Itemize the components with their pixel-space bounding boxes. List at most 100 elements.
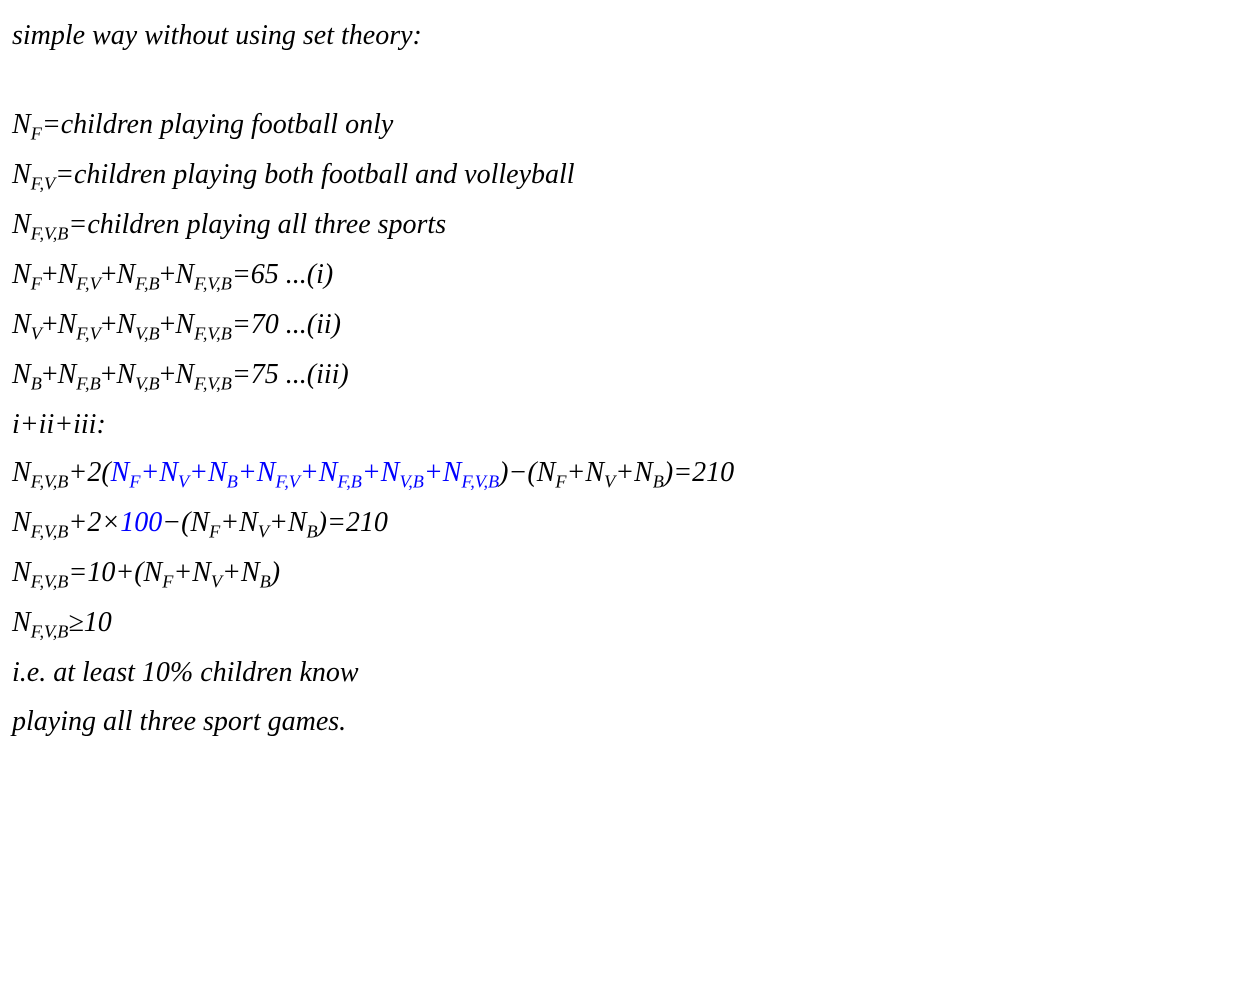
- equation-ii: NV+NF,V+NV,B+NF,V,B=70 ...(ii): [12, 305, 1232, 347]
- term: )−(N: [499, 457, 555, 488]
- op: +2(: [68, 457, 110, 488]
- sub: F,V: [76, 323, 100, 343]
- sub: B: [307, 522, 318, 542]
- sub: F: [31, 273, 42, 293]
- sub: F,V,B: [31, 572, 69, 592]
- blank-line: [12, 65, 1232, 97]
- blue-100: 100: [120, 507, 162, 538]
- sub-f: F: [31, 123, 42, 143]
- def-text: =children playing football only: [42, 109, 393, 140]
- sum-label: i+ii+iii:: [12, 405, 1232, 446]
- def-text: =children playing both football and voll…: [55, 159, 574, 190]
- equation-iii: NB+NF,B+NV,B+NF,V,B=75 ...(iii): [12, 355, 1232, 397]
- sub: F,V,B: [31, 472, 69, 492]
- term: −(N: [162, 507, 209, 538]
- sub-fv: F,V: [31, 173, 55, 193]
- term: N: [117, 359, 136, 390]
- sub: V,B: [135, 373, 159, 393]
- sub: V: [604, 472, 615, 492]
- term: +N: [567, 457, 605, 488]
- term: N: [175, 309, 194, 340]
- var-n: N: [12, 159, 31, 190]
- term: +N: [220, 507, 258, 538]
- term: +N: [173, 557, 211, 588]
- term: N: [117, 309, 136, 340]
- plus: +: [42, 359, 58, 390]
- def-text: =children playing all three sports: [68, 209, 446, 240]
- term: +N: [424, 457, 462, 488]
- term: N: [117, 259, 136, 290]
- sub: F,B: [337, 472, 361, 492]
- term: N: [111, 457, 130, 488]
- term: +N: [362, 457, 400, 488]
- term: +N: [615, 457, 653, 488]
- conclusion-2: playing all three sport games.: [12, 702, 1232, 743]
- sub: B: [31, 373, 42, 393]
- inequality: NF,V,B≥10: [12, 603, 1232, 645]
- sub: V,B: [399, 472, 423, 492]
- equation-simplify-1: NF,V,B+2×100−(NF+NV+NB)=210: [12, 503, 1232, 545]
- plus: +: [101, 309, 117, 340]
- plus: +: [160, 359, 176, 390]
- plus: +: [160, 259, 176, 290]
- sub: F,V,B: [31, 522, 69, 542]
- sub: F,V: [76, 273, 100, 293]
- sub: B: [260, 572, 271, 592]
- geq: ≥10: [68, 607, 111, 638]
- equation-i: NF+NF,V+NF,B+NF,V,B=65 ...(i): [12, 255, 1232, 297]
- term: N: [12, 607, 31, 638]
- sub: F,V,B: [194, 273, 232, 293]
- term: +N: [238, 457, 276, 488]
- term: N: [12, 359, 31, 390]
- term: +N: [222, 557, 260, 588]
- sub-fvb: F,V,B: [31, 223, 69, 243]
- equation-simplify-2: NF,V,B=10+(NF+NV+NB): [12, 553, 1232, 595]
- equation-sum: NF,V,B+2(NF+NV+NB+NF,V+NF,B+NV,B+NF,V,B)…: [12, 453, 1232, 495]
- eq-val: =70 ...(ii): [232, 309, 341, 340]
- sub: F,B: [76, 373, 100, 393]
- term: +N: [300, 457, 338, 488]
- term: N: [175, 259, 194, 290]
- term: +N: [189, 457, 227, 488]
- sub: F: [162, 572, 173, 592]
- sub: F: [209, 522, 220, 542]
- eq-val: =75 ...(iii): [232, 359, 349, 390]
- sub: V: [31, 323, 42, 343]
- term: N: [12, 457, 31, 488]
- plus: +: [160, 309, 176, 340]
- sub: F,V,B: [31, 622, 69, 642]
- blue-group: NF+NV+NB+NF,V+NF,B+NV,B+NF,V,B: [111, 457, 500, 488]
- term: N: [58, 359, 77, 390]
- term: =10+(N: [68, 557, 162, 588]
- sub: F,V,B: [461, 472, 499, 492]
- eq-val: )=210: [318, 507, 388, 538]
- term: N: [12, 507, 31, 538]
- plus: +: [101, 359, 117, 390]
- sub: V,B: [135, 323, 159, 343]
- sub: V: [258, 522, 269, 542]
- sub: F,V,B: [194, 373, 232, 393]
- var-n: N: [12, 209, 31, 240]
- sub: F,B: [135, 273, 159, 293]
- var-n: N: [12, 109, 31, 140]
- term: +N: [140, 457, 178, 488]
- term: N: [12, 309, 31, 340]
- sub: B: [227, 472, 238, 492]
- sub: V: [178, 472, 189, 492]
- op: +2×: [68, 507, 120, 538]
- term: ): [271, 557, 280, 588]
- term: N: [12, 259, 31, 290]
- sub: V: [211, 572, 222, 592]
- term: N: [58, 259, 77, 290]
- term: N: [12, 557, 31, 588]
- eq-val: =65 ...(i): [232, 259, 333, 290]
- eq-val: )=210: [664, 457, 734, 488]
- sub: F: [555, 472, 566, 492]
- text-line-1: simple way without using set theory:: [12, 16, 1232, 57]
- term: N: [175, 359, 194, 390]
- sub: F,V,B: [194, 323, 232, 343]
- definition-nf: NF=children playing football only: [12, 105, 1232, 147]
- term: +N: [269, 507, 307, 538]
- sub: F,V: [275, 472, 299, 492]
- sub: B: [653, 472, 664, 492]
